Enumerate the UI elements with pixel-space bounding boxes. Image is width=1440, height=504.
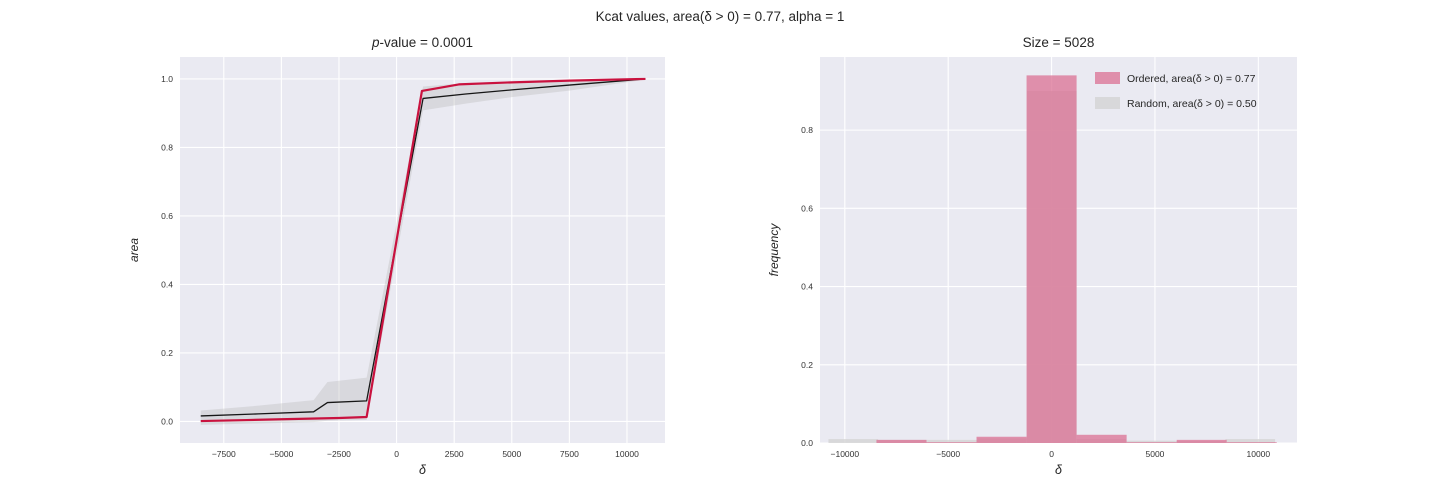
x-tick-label: 2500 — [445, 449, 464, 459]
x-tick-label: −5000 — [269, 449, 293, 459]
pvalue-line-chart: −7500 −5000 −2500 0 2500 5000 7500 10000 0.0 0.2 0… — [127, 35, 665, 477]
hist-bar-ordered — [1076, 434, 1127, 443]
hist-bar-ordered — [1026, 75, 1077, 443]
ordered-line — [200, 77, 646, 423]
pvalue-line-chart-title: p-value = 0.0001 — [371, 35, 473, 50]
hist-bar-ordered — [1126, 442, 1177, 443]
hist-bar-random — [1126, 440, 1176, 443]
y-tick-label: 0.0 — [161, 416, 173, 426]
size-histogram-chart-title: Size = 5028 — [1023, 35, 1095, 50]
x-tick-label: 7500 — [560, 449, 579, 459]
hist-bar-random — [927, 439, 978, 443]
legend-swatch — [1095, 97, 1120, 109]
y-tick-label: 0.2 — [161, 348, 173, 358]
figure-suptitle: Kcat values, area(δ > 0) = 0.77, alpha =… — [595, 9, 845, 24]
y-axis-label: area — [127, 238, 141, 262]
size-histogram-chart: −10000 −5000 0 5000 10000 0.0 0.2 0.4 0.6 0.8 Size… — [767, 35, 1297, 477]
x-tick-label: 0 — [394, 449, 399, 459]
hist-bar-random — [1225, 439, 1276, 443]
hist-bar-ordered — [1176, 439, 1227, 443]
legend-swatch — [1095, 72, 1120, 84]
y-tick-label: 0.4 — [801, 282, 813, 292]
y-tick-label: 1.0 — [161, 74, 173, 84]
y-tick-label: 0.0 — [801, 438, 813, 448]
hist-bar-ordered — [926, 442, 977, 443]
hist-bar-ordered — [976, 436, 1027, 443]
legend-label: Random, area(δ > 0) = 0.50 — [1127, 98, 1257, 110]
y-tick-label: 0.8 — [801, 125, 813, 135]
x-axis-label: δ — [1055, 463, 1063, 477]
x-tick-label: 10000 — [1247, 449, 1271, 459]
hist-bar-ordered — [1226, 442, 1277, 443]
y-tick-label: 0.6 — [161, 211, 173, 221]
x-tick-label: −7500 — [212, 449, 236, 459]
hist-bar-ordered — [876, 439, 927, 443]
x-tick-label: 5000 — [1145, 449, 1164, 459]
x-axis-label: δ — [419, 463, 427, 477]
hist-bar-random — [828, 439, 879, 443]
y-tick-label: 0.8 — [161, 142, 173, 152]
x-tick-label: 0 — [1049, 449, 1054, 459]
x-tick-label: 5000 — [502, 449, 521, 459]
x-tick-label: −5000 — [936, 449, 960, 459]
x-tick-label: −10000 — [831, 449, 860, 459]
pvalue-line-chart-plot-area — [180, 57, 665, 443]
y-tick-label: 0.6 — [801, 203, 813, 213]
x-tick-label: 10000 — [615, 449, 639, 459]
y-tick-label: 0.4 — [161, 279, 173, 289]
y-tick-label: 0.2 — [801, 360, 813, 370]
y-axis-label: frequency — [767, 223, 781, 277]
legend-label: Ordered, area(δ > 0) = 0.77 — [1127, 73, 1256, 85]
x-tick-label: −2500 — [327, 449, 351, 459]
